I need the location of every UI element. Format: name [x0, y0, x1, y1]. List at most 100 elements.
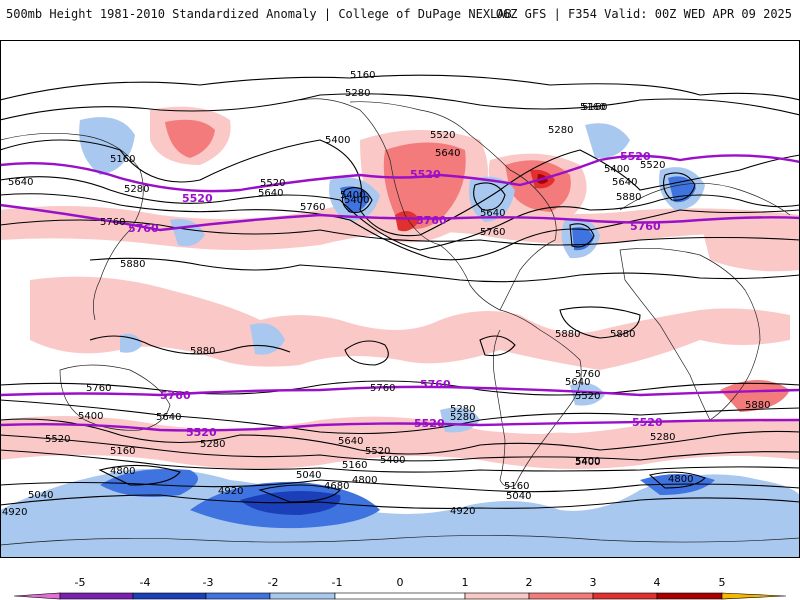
- colorbar-seg-neg4: [59, 592, 134, 600]
- contour-label: 5520: [575, 391, 600, 402]
- colorbar-seg-0: [334, 592, 466, 600]
- colorbar-seg-neg1: [269, 592, 336, 600]
- colorbar-tick: 2: [526, 576, 533, 589]
- contour-5160-s: [0, 449, 800, 473]
- coast-australia: [59, 364, 171, 431]
- highlight-label: 5760: [160, 389, 191, 402]
- contour-label: 4800: [668, 474, 693, 485]
- contour-label: 5520: [430, 130, 455, 141]
- contour-label: 4800: [352, 475, 377, 486]
- colorbar-tick: 0: [397, 576, 404, 589]
- contour-label: 5160: [110, 154, 135, 165]
- colorbar-tick: -4: [140, 576, 151, 589]
- contour-label: 4800: [110, 466, 135, 477]
- coast-asia-west: [0, 133, 144, 321]
- contour-lows-gulf: [341, 187, 373, 214]
- contour-4800-s: [98, 464, 181, 486]
- contour-label: 5760: [300, 202, 325, 213]
- contour-5880-trop4: [559, 306, 641, 339]
- shade-pos1-europe: [700, 216, 800, 272]
- height-contours: [0, 74, 800, 509]
- shade-pos2-safrica: [720, 380, 790, 412]
- contour-label: 5880: [616, 192, 641, 203]
- contour-4800-se: [648, 471, 706, 489]
- contour-label: 5160: [504, 481, 529, 492]
- map-title: 500mb Height 1981-2010 Standardized Anom…: [6, 7, 512, 21]
- contour-5400-s: [0, 418, 800, 455]
- shade-neg2-gulf-alaska: [340, 186, 370, 213]
- contour-label: 5880: [745, 400, 770, 411]
- contour-label: 5040: [28, 490, 53, 501]
- contour-label: 4680: [324, 481, 349, 492]
- model-run-info: 06Z GFS | F354 Valid: 00Z WED APR 09 202…: [495, 7, 792, 21]
- contour-label: 5160: [342, 460, 367, 471]
- colorbar-tick: 5: [719, 576, 726, 589]
- highlight-label: 5760: [420, 378, 451, 391]
- colorbar-seg-pos4: [656, 592, 723, 600]
- contour-5520-n: [0, 176, 800, 251]
- shade-pos3-namerica: [395, 211, 420, 232]
- contour-label: 5280: [200, 439, 225, 450]
- contour-4920-s: [0, 494, 800, 509]
- contour-4680-s: [258, 484, 341, 503]
- contour-label: 5400: [325, 135, 350, 146]
- coast-antarctica: [0, 535, 800, 546]
- highlight-label: 5520: [410, 168, 441, 181]
- highlight-label: 5760: [416, 214, 447, 227]
- contour-label: 5880: [190, 346, 215, 357]
- contour-label: 5040: [506, 491, 531, 502]
- contour-5400-n: [0, 139, 800, 237]
- contour-label: 5880: [610, 329, 635, 340]
- highlight-label: 5520: [414, 417, 445, 430]
- highlight-label: 5760: [128, 222, 159, 235]
- contour-label: 5880: [120, 259, 145, 270]
- highlight-5760-n: [0, 203, 800, 232]
- contour-5760-s: [0, 380, 800, 396]
- contour-label: 5640: [156, 412, 181, 423]
- colorbar-segments: [13, 592, 787, 600]
- colorbar-ticks: -5 -4 -3 -2 -1 0 1 2 3 4 5: [75, 576, 726, 589]
- contour-label: 5400: [380, 455, 405, 466]
- highlight-contour-labels: 5520 5520 5520 5760 5760 5760 5760 5760 …: [128, 150, 663, 439]
- contour-5880-trop1: [89, 335, 291, 355]
- contour-label: 5280: [450, 404, 475, 415]
- coast-north-america: [299, 98, 557, 311]
- contour-label: 5760: [370, 383, 395, 394]
- contour-lows-europe: [663, 172, 696, 201]
- contour-label: 5760: [575, 369, 600, 380]
- highlight-label: 5520: [620, 150, 651, 163]
- colorbar-tick: 3: [590, 576, 597, 589]
- contour-label: 4920: [450, 506, 475, 517]
- shade-neg1-europe-n: [585, 123, 630, 159]
- contour-label: 5520: [45, 434, 70, 445]
- contour-label: 5640: [612, 177, 637, 188]
- colorbar-tick: -1: [332, 576, 343, 589]
- colorbar-seg-neg2: [205, 592, 271, 600]
- contour-lows-greatlakes: [473, 182, 506, 211]
- highlight-5760-s: [0, 385, 800, 397]
- contour-5880-trop3: [479, 335, 516, 357]
- contour-label: 5400: [78, 411, 103, 422]
- contour-lows-midatl: [569, 223, 595, 248]
- contour-label: 5280: [345, 88, 370, 99]
- contour-5280-s: [0, 434, 800, 462]
- highlight-5520-s: [0, 418, 800, 432]
- colorbar: -5 -4 -3 -2 -1 0 1 2 3 4 5: [13, 576, 787, 600]
- colorbar-tick: 4: [654, 576, 661, 589]
- contour-label: 5160: [110, 446, 135, 457]
- contour-5040-s: [0, 479, 800, 493]
- colorbar-tick: -2: [268, 576, 279, 589]
- contour-label: 5640: [435, 148, 460, 159]
- contour-label: 5160: [580, 102, 605, 113]
- contour-label: 5280: [450, 412, 475, 423]
- contour-labels: 5160 5280 5160 5400 5520 5160 5280 5640 …: [2, 70, 770, 518]
- contour-label: 5400: [575, 457, 600, 468]
- highlight-contours: [0, 154, 800, 432]
- colorbar-tick: -3: [203, 576, 214, 589]
- contour-label: 5400: [344, 195, 369, 206]
- shade-pos2-npac: [165, 119, 215, 158]
- contour-5880-trop2: [344, 340, 389, 366]
- coast-africa: [619, 248, 761, 421]
- shade-pos1-tropics: [30, 276, 790, 370]
- contour-label: 4920: [218, 486, 243, 497]
